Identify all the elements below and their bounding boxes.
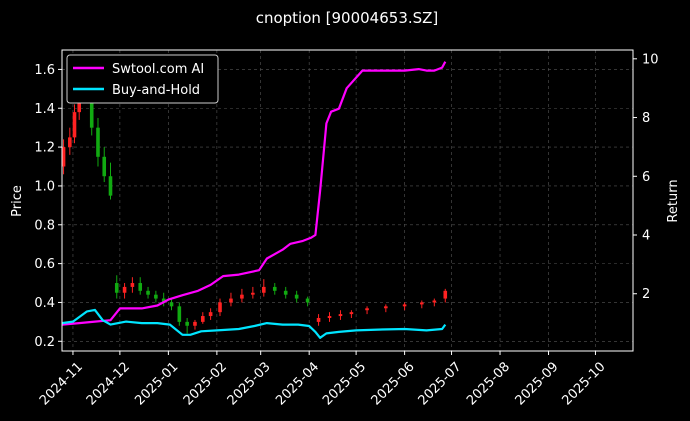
legend-label-swtool: Swtool.com AI (112, 62, 204, 77)
left-tick-label: 0.2 (34, 335, 55, 350)
candle-body (102, 156, 107, 177)
candle-body (420, 302, 424, 305)
left-tick-label: 1.2 (34, 141, 55, 156)
candle-body (96, 127, 100, 157)
left-tick-label: 1.6 (34, 63, 55, 78)
candle-body (218, 302, 222, 313)
right-tick-label: 2 (642, 287, 650, 302)
right-tick-label: 4 (642, 229, 650, 244)
right-tick-label: 6 (642, 170, 650, 185)
x-tick-label: 2025-02 (181, 359, 230, 408)
x-tick-label: 2025-09 (513, 359, 562, 408)
candlesticks (61, 65, 448, 334)
candle-body (402, 304, 407, 307)
series-lines (61, 61, 447, 339)
candle-body (316, 317, 321, 322)
left-axis-label: Price (10, 185, 25, 217)
candle-body (185, 321, 189, 326)
x-tick-label: 2025-10 (559, 359, 608, 408)
left-tick-label: 1.0 (34, 179, 55, 194)
grid (62, 50, 633, 351)
legend-box (66, 54, 219, 104)
candle-body (349, 312, 354, 315)
candle-body (154, 294, 158, 299)
candle-body (272, 286, 277, 291)
legend-label-buy-and-hold: Buy-and-Hold (112, 83, 200, 98)
candle-body (72, 112, 77, 138)
x-tick-label: 2025-07 (416, 359, 465, 408)
candle-body (327, 316, 332, 318)
candle-body (122, 286, 127, 293)
candle-body (61, 147, 66, 167)
right-axis-label: Return (666, 179, 681, 222)
left-tick-label: 0.4 (34, 296, 55, 311)
x-tick-label: 2025-04 (273, 359, 322, 408)
left-tick-label: 0.8 (34, 218, 55, 233)
x-tick-label: 2025-03 (225, 359, 274, 408)
x-tick-label: 2025-01 (132, 359, 181, 408)
x-tick-label: 2025-08 (464, 359, 513, 408)
candle-body (138, 283, 143, 291)
plot-frame (61, 49, 634, 352)
candle-body (251, 292, 255, 295)
candle-body (338, 314, 343, 317)
candle-body (443, 290, 448, 299)
x-tick-label: 2025-06 (369, 359, 418, 408)
candle-body (305, 298, 310, 303)
series-line-buy-and-hold (61, 308, 447, 339)
candle-body (200, 316, 205, 322)
candle-body (432, 300, 437, 303)
left-tick-label: 1.4 (34, 102, 55, 117)
candle-body (294, 294, 299, 299)
candle-body (108, 176, 113, 196)
right-tick-label: 10 (642, 52, 659, 67)
chart-title: cnoption [90004653.SZ] (256, 9, 439, 27)
candle-body (89, 88, 94, 128)
left-tick-label: 0.6 (34, 257, 55, 272)
candle-body (177, 306, 182, 322)
x-tick-label: 2025-05 (320, 359, 369, 408)
candle-body (262, 286, 266, 293)
candle-body (365, 308, 369, 311)
series-line-swtool (61, 61, 447, 326)
right-tick-label: 8 (642, 111, 650, 126)
candle-body (240, 294, 244, 299)
candle-body (193, 321, 197, 326)
left-axis: 0.2 0.4 0.6 0.8 1.0 1.2 1.4 1.6 (34, 63, 62, 350)
candle-body (146, 290, 150, 295)
right-axis: 2 4 6 8 10 (633, 52, 659, 302)
candle-body (68, 137, 72, 148)
candle-body (161, 298, 166, 303)
x-tick-label: 2024-12 (84, 359, 133, 408)
candle-body (169, 302, 174, 307)
candle-body (114, 283, 119, 293)
candle-body (229, 298, 233, 303)
x-tick-label: 2024-11 (37, 359, 86, 408)
candle-body (283, 290, 288, 295)
legend: Swtool.com AI Buy-and-Hold (66, 54, 219, 104)
candle-body (208, 312, 213, 317)
candle-body (130, 283, 135, 287)
candle-body (384, 306, 388, 309)
